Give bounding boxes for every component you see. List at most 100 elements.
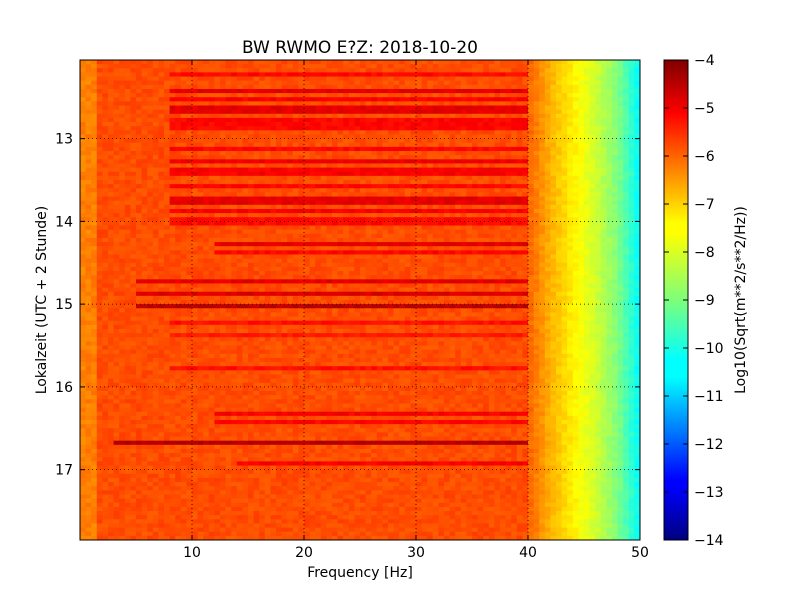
heatmap-cell <box>393 64 400 69</box>
heatmap-cell <box>388 155 395 160</box>
heatmap-cell <box>567 167 574 173</box>
heatmap-cell <box>309 130 316 136</box>
heatmap-cell <box>628 217 635 222</box>
heatmap-cell <box>276 138 283 144</box>
heatmap-cell <box>365 192 372 198</box>
heatmap-cell <box>354 64 361 69</box>
heatmap-cell <box>248 105 255 111</box>
heatmap-cell <box>505 196 512 202</box>
heatmap-cell <box>556 184 563 189</box>
heatmap-cell <box>404 113 411 119</box>
heatmap-cell <box>119 155 126 160</box>
heatmap-cell <box>186 72 193 78</box>
heatmap-cell <box>298 64 305 69</box>
heatmap-cell <box>365 126 372 131</box>
heatmap-cell <box>505 122 512 127</box>
heatmap-cell <box>589 242 596 247</box>
heatmap-cell <box>180 233 187 239</box>
heatmap-cell <box>612 262 619 268</box>
heatmap-cell <box>309 221 316 227</box>
heatmap-cell <box>421 68 428 74</box>
heatmap-cell <box>522 188 529 194</box>
heatmap-cell <box>186 88 193 94</box>
heatmap-cell <box>130 233 137 239</box>
heatmap-cell <box>595 80 602 86</box>
heatmap-cell <box>388 105 395 111</box>
heatmap-cell <box>421 217 428 222</box>
heatmap-cell <box>119 72 126 78</box>
heatmap-cell <box>113 258 120 264</box>
heatmap-cell <box>220 142 227 148</box>
heatmap-cell <box>136 97 143 102</box>
heatmap-cell <box>550 93 557 98</box>
heatmap-cell <box>595 64 602 69</box>
heatmap-cell <box>242 113 249 119</box>
heatmap-cell <box>236 113 243 119</box>
heatmap-cell <box>124 109 131 115</box>
heatmap-cell <box>259 204 266 210</box>
heatmap-cell <box>304 109 311 115</box>
heatmap-cell <box>292 225 299 231</box>
heatmap-cell <box>91 93 98 98</box>
heatmap-cell <box>460 246 467 251</box>
heatmap-cell <box>113 76 120 82</box>
heatmap-cell <box>141 126 148 131</box>
heatmap-cell <box>309 68 316 74</box>
heatmap-cell <box>500 80 507 86</box>
heatmap-cell <box>276 217 283 222</box>
heatmap-cell <box>113 233 120 239</box>
heatmap-cell <box>460 171 467 177</box>
heatmap-cell <box>612 242 619 247</box>
heatmap-cell <box>203 217 210 222</box>
heatmap-cell <box>264 233 271 239</box>
heatmap-cell <box>225 146 232 152</box>
heatmap-cell <box>113 101 120 107</box>
heatmap-cell <box>612 221 619 227</box>
heatmap-cell <box>242 262 249 268</box>
heatmap-cell <box>264 159 271 165</box>
heatmap-cell <box>276 109 283 115</box>
heatmap-cell <box>595 208 602 214</box>
heatmap-cell <box>175 60 182 65</box>
heatmap-cell <box>584 142 591 148</box>
heatmap-cell <box>298 76 305 82</box>
heatmap-cell <box>326 80 333 86</box>
heatmap-cell <box>180 208 187 214</box>
heatmap-cell <box>304 184 311 189</box>
heatmap-cell <box>231 88 238 94</box>
heatmap-cell <box>556 163 563 169</box>
heatmap-cell <box>522 155 529 160</box>
heatmap-cell <box>320 88 327 94</box>
heatmap-cell <box>516 60 523 65</box>
heatmap-cell <box>164 80 171 86</box>
heatmap-cell <box>136 250 143 256</box>
heatmap-cell <box>460 80 467 86</box>
heatmap-cell <box>612 151 619 156</box>
heatmap-cell <box>326 84 333 90</box>
heatmap-cell <box>332 200 339 206</box>
heatmap-cell <box>197 250 204 256</box>
heatmap-cell <box>253 196 260 202</box>
heatmap-cell <box>108 159 115 165</box>
heatmap-cell <box>108 233 115 239</box>
heatmap-cell <box>348 188 355 194</box>
heatmap-cell <box>332 163 339 169</box>
heatmap-cell <box>416 155 423 160</box>
heatmap-cell <box>444 159 451 165</box>
heatmap-cell <box>539 146 546 152</box>
heatmap-cell <box>248 146 255 152</box>
heatmap-cell <box>550 204 557 210</box>
heatmap-cell <box>158 208 165 214</box>
heatmap-cell <box>136 109 143 115</box>
heatmap-cell <box>561 225 568 231</box>
heatmap-cell <box>477 233 484 239</box>
heatmap-cell <box>85 163 92 169</box>
heatmap-cell <box>438 225 445 231</box>
heatmap-cell <box>124 134 131 140</box>
heatmap-cell <box>354 122 361 127</box>
heatmap-cell <box>96 138 103 144</box>
heatmap-cell <box>477 163 484 169</box>
heatmap-cell <box>572 155 579 160</box>
heatmap-cell <box>169 64 176 69</box>
heatmap-cell <box>399 113 406 119</box>
